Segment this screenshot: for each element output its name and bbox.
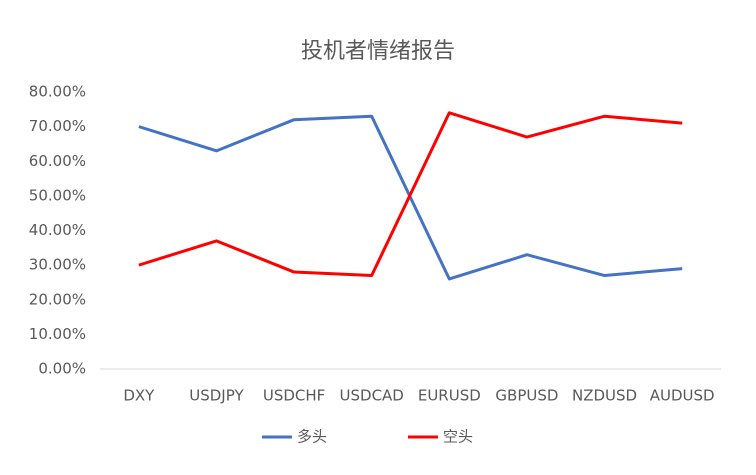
x-tick-label: USDCAD [340,387,404,405]
x-tick-label: USDJPY [189,387,244,405]
y-tick-label: 60.00% [29,152,86,170]
y-tick-label: 50.00% [29,186,86,204]
legend-label: 多头 [297,428,327,446]
x-tick-label: AUDUSD [650,387,715,405]
y-tick-label: 30.00% [29,256,86,274]
x-tick-label: EURUSD [418,387,481,405]
y-tick-label: 0.00% [38,360,86,378]
y-tick-label: 80.00% [29,83,86,101]
y-tick-label: 10.00% [29,325,86,343]
chart-title: 投机者情绪报告 [301,39,455,64]
legend-label: 空头 [443,428,473,446]
x-tick-label: GBPUSD [495,387,558,405]
x-tick-label: DXY [123,387,155,405]
y-tick-label: 20.00% [29,290,86,308]
series-line [138,111,683,278]
y-tick-label: 70.00% [29,117,86,135]
x-tick-label: USDCHF [263,387,325,405]
y-tick-label: 40.00% [29,221,86,239]
x-tick-label: NZDUSD [572,387,637,405]
